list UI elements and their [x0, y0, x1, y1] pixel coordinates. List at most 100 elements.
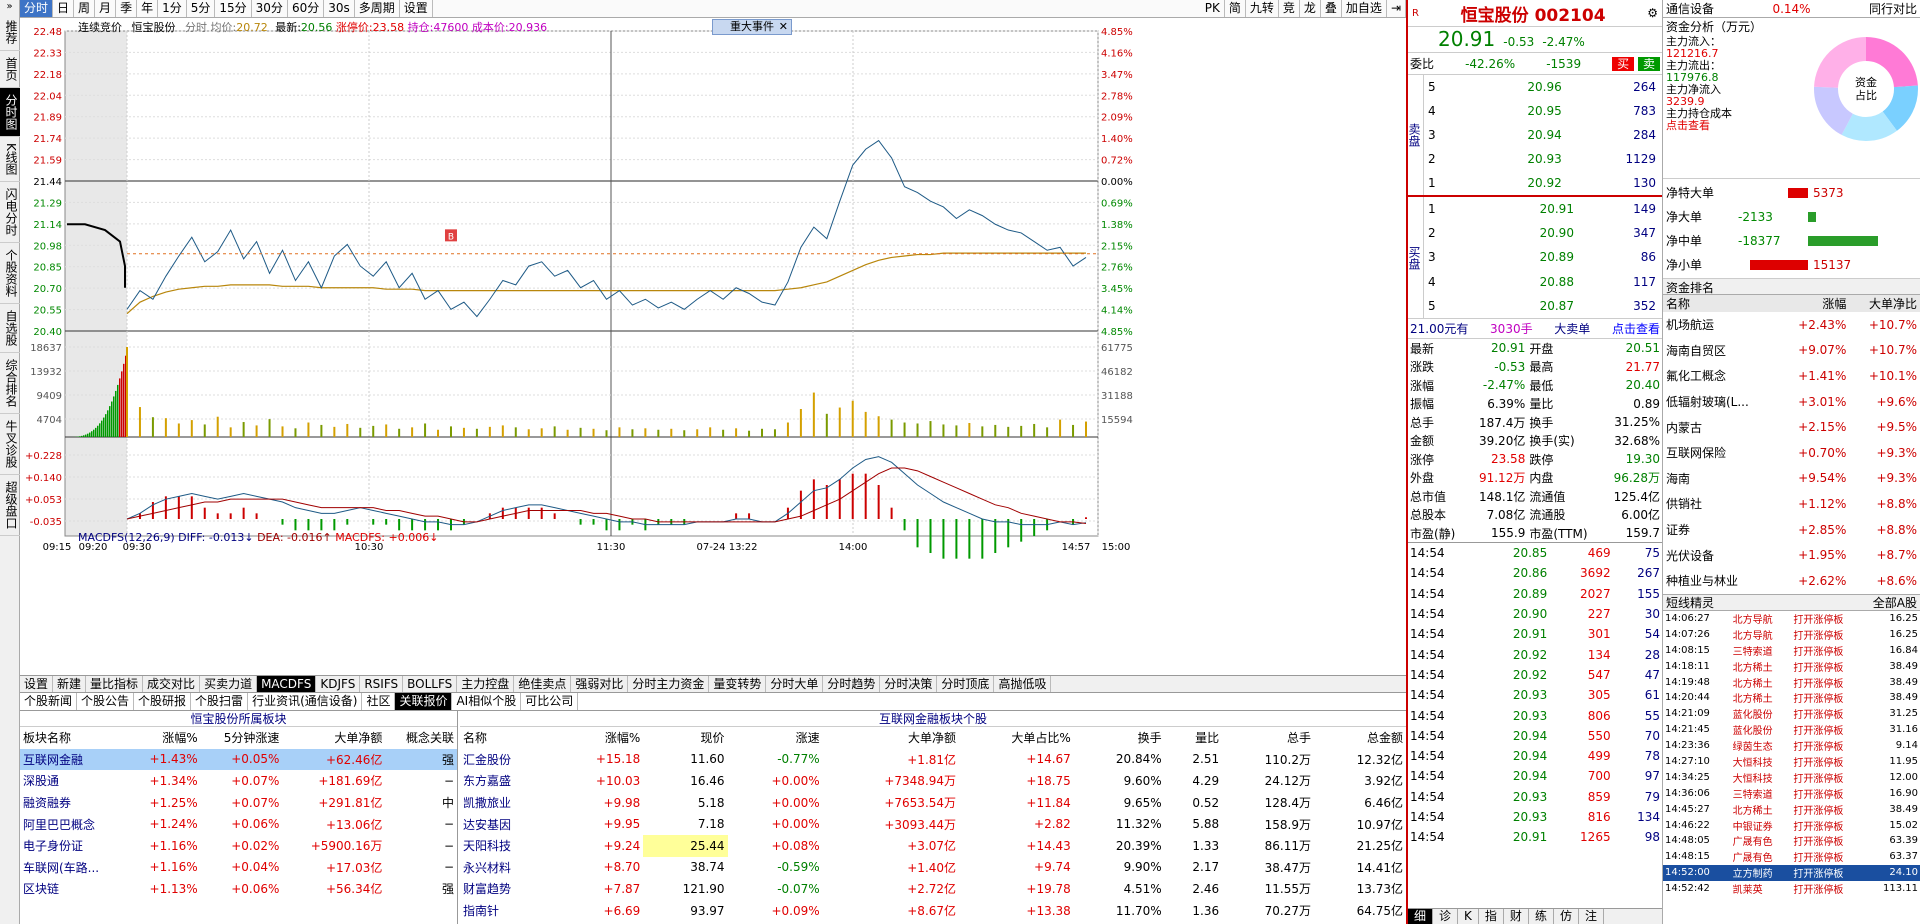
- indicator-tab-16[interactable]: 分时决策: [880, 676, 938, 692]
- sector-row[interactable]: 电子身份证 +1.16% +0.02% +5900.16万 −: [20, 835, 457, 857]
- sector-header-3[interactable]: 大单净额: [334, 731, 383, 746]
- stock-header-9[interactable]: 总金额: [1366, 731, 1403, 746]
- period-button-6[interactable]: 1分: [158, 0, 187, 17]
- period-button-10[interactable]: 60分: [288, 0, 325, 17]
- short-row[interactable]: 14:36:06 三特索道 打开涨停板 16.90: [1663, 785, 1920, 801]
- sector-row[interactable]: 阿里巴巴概念 +1.24% +0.06% +13.06亿 −: [20, 813, 457, 835]
- stock-header-7[interactable]: 量比: [1195, 731, 1220, 746]
- short-row[interactable]: 14:07:26 北方导航 打开涨停板 16.25: [1663, 626, 1920, 642]
- period-button-0[interactable]: 分时: [20, 0, 54, 17]
- info-tab-8[interactable]: 可比公司: [521, 693, 579, 710]
- stock-row[interactable]: 凯撒旅业 +9.98 5.18 +0.00% +7653.54万 +11.84 9.65% 0…: [460, 792, 1406, 814]
- quote-tab-4[interactable]: 财: [1504, 909, 1529, 924]
- info-tab-0[interactable]: 个股新闻: [20, 693, 78, 710]
- sell-button[interactable]: 卖: [1637, 57, 1660, 71]
- info-tab-5[interactable]: 社区: [362, 693, 396, 710]
- rank-row[interactable]: 光伏设备 +1.95% +8.7%: [1663, 542, 1920, 568]
- intraday-chart[interactable]: 22.48 4.85% 22.33 4.16% 22.18 3.47% 22.04 2.78%…: [20, 19, 1386, 669]
- stock-header-1[interactable]: 涨幅%: [604, 731, 641, 746]
- indicator-tab-14[interactable]: 分时大单: [766, 676, 824, 692]
- short-row[interactable]: 14:27:10 大恒科技 打开涨停板 11.95: [1663, 754, 1920, 770]
- stock-row[interactable]: 指南针 +6.69 93.97 +0.09% +8.67亿 +13.38 11.70% 1.3…: [460, 900, 1406, 922]
- tool-button-2[interactable]: 九转: [1246, 0, 1279, 17]
- buys-level[interactable]: 3 20.89 86: [1424, 245, 1660, 269]
- nav-item-6[interactable]: 自选股: [0, 304, 20, 353]
- info-tab-4[interactable]: 行业资讯(通信设备): [248, 693, 363, 710]
- period-button-1[interactable]: 日: [53, 0, 75, 17]
- rank-header-1[interactable]: 涨幅: [1778, 295, 1850, 312]
- rank-row[interactable]: 低辐射玻璃(L... +3.01% +9.6%: [1663, 389, 1920, 415]
- sector-header-0[interactable]: 板块名称: [23, 731, 72, 746]
- quote-tab-3[interactable]: 指: [1479, 909, 1504, 924]
- tool-button-4[interactable]: 龙: [1300, 0, 1321, 17]
- rank-row[interactable]: 种植业与林业 +2.62% +8.6%: [1663, 568, 1920, 594]
- short-row[interactable]: 14:08:15 三特索道 打开涨停板 16.84: [1663, 642, 1920, 658]
- period-button-13[interactable]: 设置: [400, 0, 433, 17]
- period-button-7[interactable]: 5分: [187, 0, 216, 17]
- sector-row[interactable]: 深股通 +1.34% +0.07% +181.69亿 −: [20, 770, 457, 792]
- quote-tab-2[interactable]: K: [1458, 909, 1479, 924]
- period-button-8[interactable]: 15分: [215, 0, 252, 17]
- bigorder-link[interactable]: 点击查看: [1611, 322, 1660, 336]
- indicator-tab-11[interactable]: 强弱对比: [571, 676, 629, 692]
- short-row[interactable]: 14:06:27 北方导航 打开涨停板 16.25: [1663, 611, 1920, 627]
- nav-item-4[interactable]: 闪电分时: [0, 182, 20, 243]
- stock-header-5[interactable]: 大单占比%: [1011, 731, 1071, 746]
- short-row[interactable]: 14:20:44 北方稀土 打开涨停板 38.49: [1663, 690, 1920, 706]
- nav-item-0[interactable]: 推荐: [0, 14, 20, 51]
- stock-header-8[interactable]: 总手: [1287, 731, 1312, 746]
- nav-item-2[interactable]: 分时图: [0, 88, 20, 137]
- stock-row[interactable]: 财富趋势 +7.87 121.90 -0.07% +2.72亿 +19.78 4.51% 2.…: [460, 878, 1406, 900]
- nav-item-3[interactable]: K线图: [0, 137, 20, 182]
- period-button-3[interactable]: 月: [95, 0, 117, 17]
- indicator-tab-12[interactable]: 分时主力资金: [628, 676, 710, 692]
- major-events-button[interactable]: 重大事件 ✕: [712, 19, 792, 35]
- period-button-4[interactable]: 季: [116, 0, 138, 17]
- quote-tab-7[interactable]: 注: [1579, 909, 1604, 924]
- rank-row[interactable]: 互联网保险 +0.70% +9.3%: [1663, 440, 1920, 466]
- sector-header-1[interactable]: 涨幅%: [162, 731, 198, 746]
- buys-level[interactable]: 5 20.87 352: [1424, 294, 1660, 318]
- short-filter[interactable]: 全部A股: [1872, 595, 1917, 610]
- buys-level[interactable]: 4 20.88 117: [1424, 270, 1660, 294]
- info-tab-3[interactable]: 个股扫雷: [191, 693, 249, 710]
- sector-row[interactable]: 区块链 +1.13% +0.06% +56.34亿 强: [20, 878, 457, 900]
- indicator-tab-0[interactable]: 设置: [20, 676, 54, 692]
- sells-level[interactable]: 5 20.96 264: [1424, 75, 1660, 99]
- indicator-tab-15[interactable]: 分时趋势: [823, 676, 881, 692]
- gear-icon[interactable]: ⚙: [1647, 6, 1658, 20]
- stock-row[interactable]: 达安基因 +9.95 7.18 +0.00% +3093.44万 +2.82 11.32% 5…: [460, 813, 1406, 835]
- short-row[interactable]: 14:52:42 凯莱英 打开涨停板 113.11: [1663, 881, 1920, 897]
- short-row[interactable]: 14:21:09 蓝化股份 打开涨停板 31.25: [1663, 706, 1920, 722]
- indicator-tab-4[interactable]: 买卖力道: [200, 676, 258, 692]
- indicator-tab-6[interactable]: KDJFS: [316, 676, 361, 692]
- stock-row[interactable]: 天阳科技 +9.24 25.44 +0.08% +3.07亿 +14.43 20.39% 1.…: [460, 834, 1406, 857]
- info-tab-1[interactable]: 个股公告: [77, 693, 135, 710]
- indicator-tab-2[interactable]: 量比指标: [86, 676, 144, 692]
- rank-row[interactable]: 氟化工概念 +1.41% +10.1%: [1663, 363, 1920, 389]
- sector-row[interactable]: 车联网(车路... +1.16% +0.04% +17.03亿 −: [20, 857, 457, 879]
- short-row[interactable]: 14:48:15 广晟有色 打开涨停板 63.37: [1663, 849, 1920, 865]
- indicator-tab-1[interactable]: 新建: [53, 676, 87, 692]
- period-button-11[interactable]: 30s: [324, 0, 355, 17]
- info-tab-2[interactable]: 个股研报: [134, 693, 192, 710]
- nav-item-5[interactable]: 个股资料: [0, 243, 20, 304]
- period-button-2[interactable]: 周: [74, 0, 96, 17]
- quote-tab-0[interactable]: 细: [1408, 909, 1434, 924]
- indicator-tab-9[interactable]: 主力控盘: [457, 676, 515, 692]
- short-row[interactable]: 14:46:22 中银证券 打开涨停板 15.02: [1663, 817, 1920, 833]
- short-row[interactable]: 14:52:00 立方制药 打开涨停板 24.10: [1663, 864, 1920, 881]
- short-row[interactable]: 14:34:25 大恒科技 打开涨停板 12.00: [1663, 769, 1920, 785]
- short-row[interactable]: 14:18:11 北方稀土 打开涨停板 38.49: [1663, 658, 1920, 674]
- rank-row[interactable]: 海南自贸区 +9.07% +10.7%: [1663, 338, 1920, 364]
- quote-tab-6[interactable]: 仿: [1554, 909, 1579, 924]
- sells-level[interactable]: 3 20.94 284: [1424, 123, 1660, 147]
- sector-row[interactable]: 互联网金融 +1.43% +0.05% +62.46亿 强: [20, 748, 457, 771]
- close-icon[interactable]: ✕: [778, 20, 788, 33]
- indicator-tab-18[interactable]: 高抛低吸: [994, 676, 1052, 692]
- short-row[interactable]: 14:45:27 北方稀土 打开涨停板 38.49: [1663, 801, 1920, 817]
- peer-compare-tab[interactable]: 同行对比: [1868, 2, 1917, 16]
- tool-button-3[interactable]: 竞: [1279, 0, 1300, 17]
- nav-item-9[interactable]: 超级盘口: [0, 475, 20, 536]
- stock-header-4[interactable]: 大单净额: [908, 731, 957, 746]
